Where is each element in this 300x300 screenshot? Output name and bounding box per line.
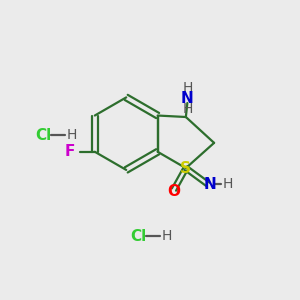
Text: O: O <box>167 184 181 200</box>
Text: N: N <box>203 177 216 192</box>
Text: H: H <box>67 128 77 142</box>
Text: F: F <box>65 144 75 159</box>
Text: H: H <box>182 81 193 95</box>
Text: H: H <box>162 229 172 243</box>
Text: Cl: Cl <box>130 229 146 244</box>
Text: H: H <box>182 102 193 116</box>
Text: Cl: Cl <box>35 128 51 142</box>
Text: H: H <box>223 178 233 191</box>
Text: N: N <box>181 91 194 106</box>
Text: S: S <box>180 160 191 175</box>
